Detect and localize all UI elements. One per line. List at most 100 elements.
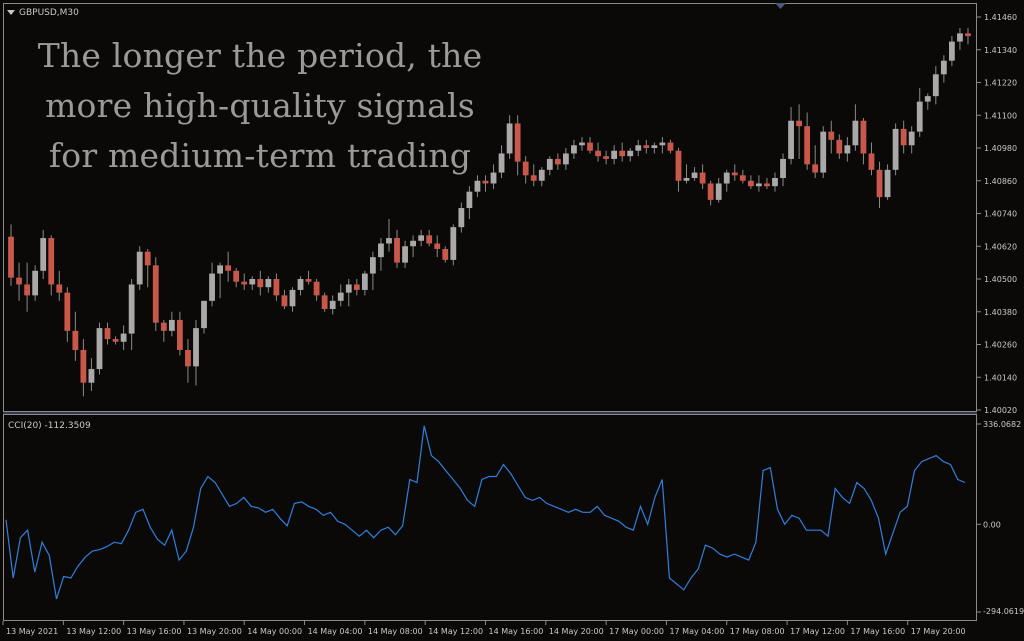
price-tick-label: 1.40620 <box>984 242 1017 251</box>
bear-candle <box>595 150 601 157</box>
bear-candle <box>24 284 30 296</box>
candles-layer <box>8 27 971 397</box>
bull-candle <box>120 333 127 342</box>
bear-candle <box>619 150 626 157</box>
indicator-label: CCI(20) -112.3509 <box>8 421 91 431</box>
price-tick-label: 1.41220 <box>984 79 1017 88</box>
bull-candle <box>249 279 256 285</box>
bear-candle <box>152 265 159 323</box>
bull-candle <box>490 172 497 184</box>
bull-candle <box>579 142 585 146</box>
bear-candle <box>739 175 746 181</box>
bear-candle <box>812 164 819 173</box>
price-tick-label: 1.40500 <box>984 275 1017 284</box>
bull-candle <box>852 120 859 146</box>
bull-candle <box>265 279 272 288</box>
bear-candle <box>305 279 312 282</box>
bull-candle <box>788 120 794 159</box>
bear-candle <box>868 153 875 170</box>
bear-candle <box>965 33 971 37</box>
symbol-dropdown-icon[interactable] <box>7 10 15 15</box>
bear-candle <box>587 142 593 151</box>
bear-candle <box>72 330 79 350</box>
bear-candle <box>112 339 119 342</box>
bear-candle <box>273 279 280 296</box>
bull-candle <box>370 257 376 274</box>
bull-candle <box>563 153 569 165</box>
bear-candle <box>522 161 529 176</box>
bear-candle <box>394 238 400 263</box>
bull-candle <box>378 243 384 258</box>
bull-candle <box>40 238 47 271</box>
bear-candle <box>8 236 14 278</box>
bull-candle <box>96 328 103 370</box>
bear-candle <box>48 238 55 285</box>
price-panel-frame <box>3 3 977 412</box>
bear-candle <box>313 281 320 296</box>
bear-candle <box>56 284 63 293</box>
bear-candle <box>241 281 248 285</box>
bear-candle <box>281 295 288 307</box>
cci-panel-frame <box>3 414 977 621</box>
overlay-text-line-3: for medium-term trading <box>48 136 472 175</box>
bull-candle <box>337 292 344 301</box>
bull-candle <box>932 74 939 97</box>
bull-candle <box>538 169 545 181</box>
bear-candle <box>675 150 682 181</box>
bear-candle <box>530 175 537 181</box>
time-tick-label: 17 May 16:00 <box>850 627 905 636</box>
time-tick-label: 17 May 20:00 <box>911 627 966 636</box>
bear-candle <box>177 319 183 350</box>
time-tick-label: 14 May 16:00 <box>489 627 544 636</box>
shift-marker-icon[interactable] <box>775 3 786 9</box>
bear-candle <box>643 145 650 148</box>
price-tick-label: 1.40140 <box>984 373 1017 382</box>
overlay-text-line-1: The longer the period, the <box>37 36 483 75</box>
bull-candle <box>506 123 513 154</box>
bull-candle <box>136 251 143 285</box>
bull-candle <box>820 131 827 173</box>
bull-candle <box>289 289 296 307</box>
bull-candle <box>916 101 923 132</box>
bull-candle <box>209 273 215 301</box>
bull-candle <box>627 150 634 157</box>
bull-candle <box>217 265 223 274</box>
axis-labels: 1.41460 1.41340 1.41220 1.41100 1.40980 1.408… <box>2 13 1024 636</box>
cci-line <box>5 425 966 600</box>
bull-candle <box>466 191 473 209</box>
bear-candle <box>160 322 167 331</box>
symbol-label[interactable]: GBPUSD,M30 <box>19 8 79 18</box>
bull-candle <box>450 227 457 260</box>
price-tick-label: 1.40020 <box>984 406 1017 415</box>
time-tick-label: 14 May 00:00 <box>247 627 302 636</box>
bear-candle <box>707 183 714 200</box>
time-tick-label: 13 May 12:00 <box>66 627 121 636</box>
bear-candle <box>257 279 264 288</box>
bull-candle <box>691 172 698 179</box>
bear-candle <box>900 128 907 146</box>
price-tick-label: 1.40380 <box>984 308 1017 317</box>
bull-candle <box>410 240 416 247</box>
bear-candle <box>353 284 360 290</box>
bull-candle <box>128 284 135 334</box>
price-tick-label: 1.40860 <box>984 177 1017 186</box>
bull-candle <box>892 128 899 170</box>
cci-tick-label: 0.00 <box>983 520 1001 529</box>
bear-candle <box>321 295 328 310</box>
bull-candle <box>345 284 352 293</box>
bear-candle <box>16 277 22 285</box>
bear-candle <box>64 292 71 331</box>
bull-candle <box>884 169 891 198</box>
cci-panel[interactable] <box>5 425 966 600</box>
cci-tick-label: 336.0682 <box>983 420 1021 429</box>
bear-candle <box>426 235 433 244</box>
bull-candle <box>940 60 947 75</box>
time-tick-label: 14 May 20:00 <box>549 627 604 636</box>
bear-candle <box>514 123 521 162</box>
bear-candle <box>804 126 811 165</box>
bull-candle <box>329 300 336 310</box>
overlay-text-line-2: more high-quality signals <box>45 86 475 125</box>
bull-candle <box>458 208 465 228</box>
time-tick-label: 17 May 08:00 <box>730 627 785 636</box>
